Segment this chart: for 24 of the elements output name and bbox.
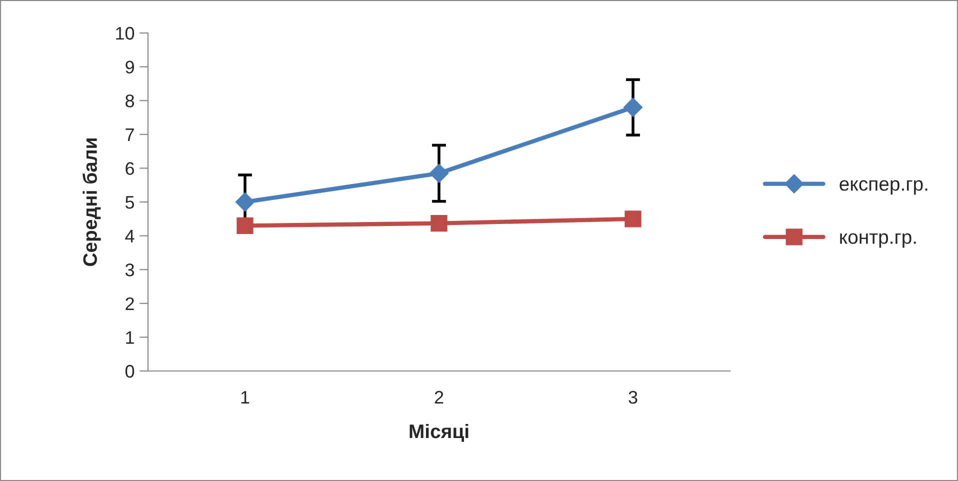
x-tick-label: 1 — [241, 391, 250, 404]
y-axis-title: Середні бали — [82, 138, 101, 266]
legend-label: контр.гр. — [840, 233, 916, 248]
x-tick-label: 2 — [434, 390, 444, 404]
y-tick-label: 1 — [126, 331, 134, 344]
x-tick-label: 3 — [628, 390, 638, 404]
y-tick-label: 3 — [125, 264, 134, 276]
y-tick-label: 10 — [116, 26, 134, 40]
point — [236, 217, 254, 234]
y-tick-label: 9 — [126, 60, 134, 74]
y-tick-label: 2 — [126, 297, 134, 310]
x-axis-title: Місяці — [410, 424, 468, 442]
y-tick-label: 7 — [126, 128, 134, 141]
y-tick-label: 5 — [125, 196, 134, 209]
point — [624, 210, 642, 228]
point — [623, 98, 643, 117]
point — [429, 164, 449, 183]
y-tick-label: 4 — [125, 230, 134, 242]
point — [235, 192, 255, 212]
point — [430, 214, 448, 232]
y-tick-label: 6 — [126, 162, 134, 175]
y-tick-label: 8 — [126, 94, 134, 108]
legend-label: експер.гр. — [840, 180, 928, 195]
y-tick-label: 0 — [125, 364, 134, 378]
